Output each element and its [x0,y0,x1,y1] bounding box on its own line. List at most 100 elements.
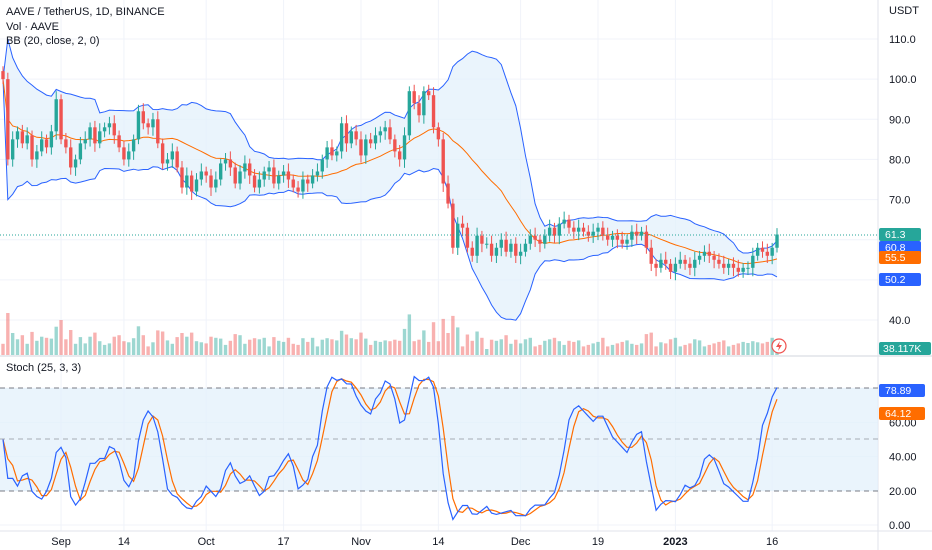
candle [668,258,673,280]
candle [30,130,34,167]
volume-bar [339,330,344,355]
stoch-tick-label: 0.00 [889,520,910,532]
candle [393,134,397,158]
volume-bar [620,341,624,355]
volume-bar [610,344,615,355]
volume-bar [368,344,373,355]
candle [533,227,537,247]
price-tick-label: 80.0 [889,154,910,166]
volume-bar [1,343,5,355]
volume-bar [301,338,305,355]
symbol-title: AAVE / TetherUS, 1D, BINANCE [6,6,165,18]
candle [741,262,745,278]
time-tick-label: 19 [592,536,604,548]
volume-bar [40,336,44,355]
candle [427,84,431,101]
volume-bar [93,332,97,355]
candle [1,66,5,84]
volume-bar [127,342,131,355]
candle [310,169,315,189]
volume-bar [412,341,416,355]
candle [59,94,63,145]
candle [649,239,653,272]
volume-bar [557,341,562,355]
bb-basis-badge: 55.5 [879,251,921,264]
candle [770,242,774,265]
candle [528,229,532,250]
candle [296,181,300,198]
volume-bar [136,326,141,355]
volume-bar [572,341,576,355]
candle [49,124,54,155]
candle [368,132,373,149]
volume-bar [199,342,204,355]
volume-bar [741,341,745,355]
candle [576,219,581,241]
time-axis[interactable]: Sep 14 Oct 17 Nov 14 Dec 19 2023 16 [51,536,778,548]
candle [165,153,170,171]
candle [364,134,368,164]
bollinger-lower-line [2,79,778,321]
time-tick-label: 16 [766,536,778,548]
volume-bar [73,343,78,355]
candle [233,162,237,189]
volume-bar [397,340,402,355]
candle [625,234,629,250]
candle [228,151,233,176]
stoch-label: Stoch (25, 3, 3) [6,362,81,374]
candle [755,242,760,261]
volume-bar [252,338,257,355]
volume-bar [731,344,736,355]
candle [320,154,324,179]
volume-bar [504,335,508,355]
volume-bar [456,327,460,355]
candle [330,139,334,161]
candlesticks [1,66,779,281]
volume-bar [431,322,436,355]
volume-bar [364,338,368,355]
time-tick-label: 14 [118,536,130,548]
volume-bar [117,335,121,355]
last-price-badge: 61.3 [879,228,921,241]
volume-bar [509,343,513,355]
candle [291,174,295,193]
candle [257,171,262,194]
candle [20,124,25,149]
candle [712,250,716,269]
candle [335,146,339,162]
candle [688,257,692,276]
svg-text:55.5: 55.5 [885,252,906,264]
volume-bar [485,349,489,355]
candle [243,155,247,179]
candle [214,171,218,193]
stoch-d-badge: 64.12 [879,407,925,420]
volume-bar [156,330,160,355]
candle [456,217,460,255]
candle [707,243,711,263]
volume-bar [122,341,126,355]
candle [552,222,557,243]
volume-bar [383,340,387,355]
volume-bar [146,346,150,355]
candle [10,131,15,167]
candle [451,198,455,254]
price-tick-label: 110.0 [889,34,916,46]
volume-bar [291,343,295,355]
volume-bar [707,344,711,355]
candle [494,242,499,263]
lightning-icon[interactable] [771,338,787,354]
volume-bar [35,340,39,355]
candle [407,86,412,141]
candle [185,167,189,195]
candle [339,116,344,159]
volume-bar [49,338,54,355]
volume-bar [214,337,218,355]
volume-bar [131,338,136,355]
candle [489,235,494,262]
candle [151,112,155,136]
candle [141,103,145,130]
volume-bar [64,339,68,355]
volume-bar [54,326,58,355]
volume-bar [755,342,760,355]
